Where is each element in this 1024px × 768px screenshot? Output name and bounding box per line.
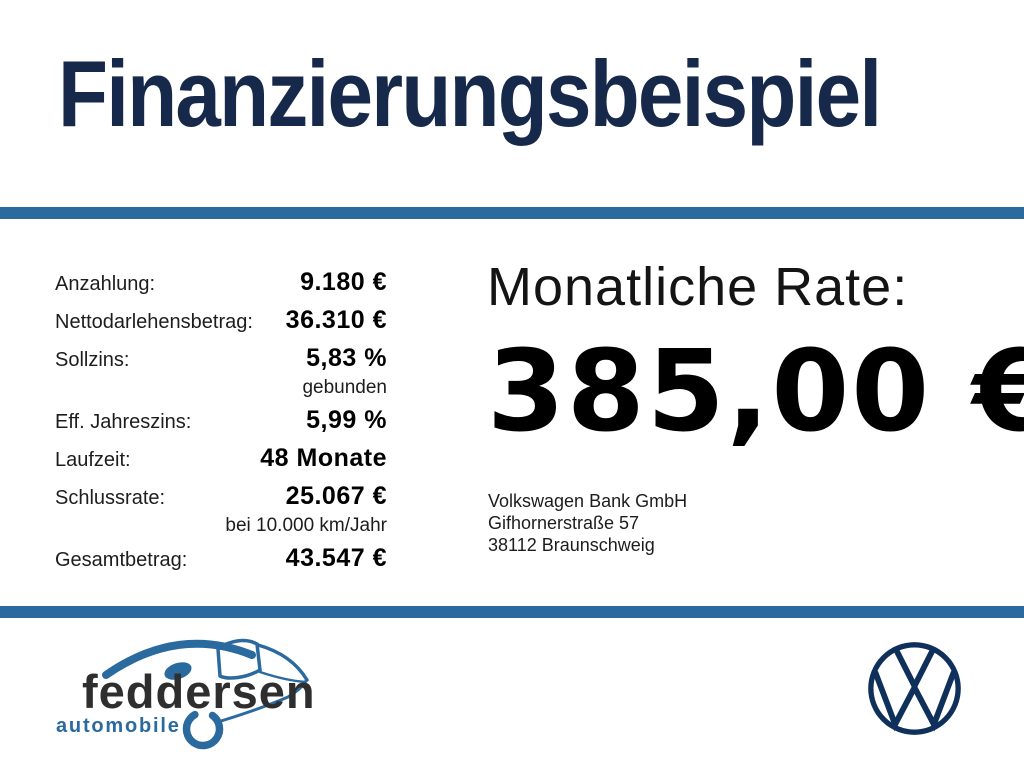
page-title: Finanzierungsbeispiel [58,41,882,146]
bank-street: Gifhornerstraße 57 [488,513,640,533]
finance-value: 36.310 € [285,306,387,334]
car-sketch-icon [102,638,309,750]
bank-address: Volkswagen Bank GmbH Gifhornerstraße 57 … [488,490,687,556]
finance-row: Laufzeit: 48 Monate [55,444,387,473]
finance-note: bei 10.000 km/Jahr [225,515,387,536]
monthly-rate-block: Monatliche Rate: 385,00 € [487,256,1024,448]
divider-bottom [0,606,1024,618]
finance-label: Schlussrate: [55,487,166,509]
finance-value: 43.547 € [285,544,387,572]
monthly-rate-heading: Monatliche Rate: [487,257,909,317]
bank-name: Volkswagen Bank GmbH [488,491,688,511]
finance-row: Schlussrate: 25.067 € [55,482,387,511]
dealer-subtitle-text: automobile [56,715,181,737]
dealer-name-text: feddersen [82,665,316,718]
finance-value: 9.180 € [300,268,387,296]
car-sketch-mirror [164,662,192,680]
dealer-logo: feddersen automobile [56,638,316,750]
finance-row: Anzahlung: 9.180 € [55,268,387,297]
vw-logo-icon [868,642,961,735]
finance-note: gebunden [302,377,387,398]
finance-row: Eff. Jahreszins: 5,99 % [55,406,387,435]
finance-table: Anzahlung: 9.180 € Nettodarlehensbetrag:… [55,268,387,582]
finance-label: Eff. Jahreszins: [55,411,192,433]
finance-label: Anzahlung: [55,273,156,295]
finance-label: Gesamtbetrag: [55,549,188,571]
divider-top [0,207,1024,219]
bank-city: 38112 Braunschweig [488,535,655,555]
finance-value: 5,99 % [306,406,387,434]
finance-value: 48 Monate [260,444,387,472]
monthly-rate-amount: 385,00 € [487,327,1024,457]
finance-row: Nettodarlehensbetrag: 36.310 € [55,306,387,335]
finance-label: Laufzeit: [55,449,131,471]
finance-label: Sollzins: [55,349,130,371]
finance-value: 5,83 % [306,344,387,372]
finance-value: 25.067 € [285,482,387,510]
finance-row: Gesamtbetrag: 43.547 € [55,544,387,573]
finance-label: Nettodarlehensbetrag: [55,311,253,333]
finance-row: Sollzins: 5,83 % [55,344,387,373]
